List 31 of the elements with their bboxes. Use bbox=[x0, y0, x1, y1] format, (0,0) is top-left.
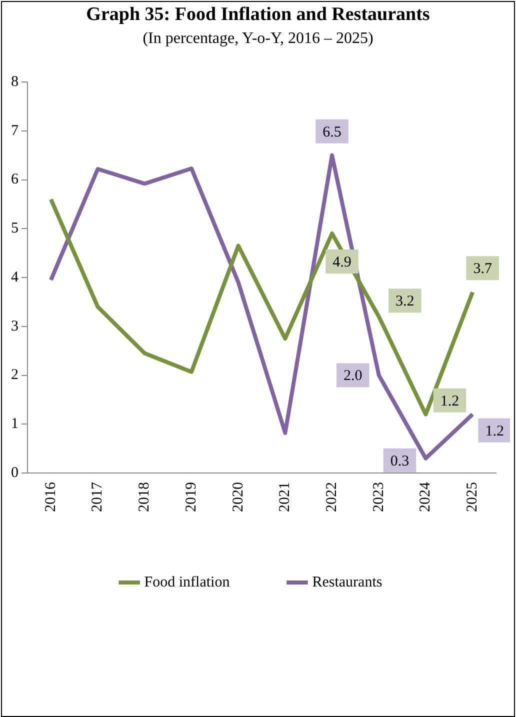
x-tick-label: 2024 bbox=[418, 482, 434, 512]
y-tick-label: 8 bbox=[11, 74, 18, 90]
y-tick-label: 1 bbox=[11, 416, 18, 432]
chart-title: Graph 35: Food Inflation and Restaurants bbox=[85, 4, 431, 26]
x-tick-label: 2023 bbox=[370, 482, 387, 512]
data-label: 1.2 bbox=[485, 423, 504, 440]
legend-label: Restaurants bbox=[312, 574, 382, 590]
y-tick-label: 7 bbox=[11, 122, 19, 139]
x-tick-label: 2016 bbox=[42, 482, 59, 512]
y-tick-label: 0 bbox=[11, 464, 18, 481]
y-tick-label: 4 bbox=[11, 269, 19, 286]
data-label: 0.3 bbox=[390, 453, 410, 470]
x-tick-label: 2018 bbox=[136, 482, 153, 512]
y-tick-label: 3 bbox=[11, 318, 18, 334]
data-label: 2.0 bbox=[344, 368, 362, 384]
y-tick-label: 6 bbox=[11, 172, 19, 188]
data-label: 3.2 bbox=[396, 294, 414, 310]
x-tick-label: 2025 bbox=[464, 482, 481, 512]
y-tick-label: 2 bbox=[11, 367, 18, 384]
chart-subtitle: (In percentage, Y-o-Y, 2016 – 2025) bbox=[142, 30, 374, 48]
data-label: 1.2 bbox=[440, 393, 460, 410]
data-label: 4.9 bbox=[332, 254, 352, 270]
y-tick-label: 5 bbox=[11, 220, 18, 237]
x-tick-label: 2021 bbox=[277, 482, 294, 512]
x-tick-label: 2020 bbox=[230, 482, 246, 512]
legend-label: Food inflation bbox=[144, 574, 230, 590]
data-label: 3.7 bbox=[473, 261, 492, 278]
x-tick-label: 2022 bbox=[324, 482, 340, 512]
x-tick-label: 2019 bbox=[183, 482, 200, 512]
x-tick-label: 2017 bbox=[90, 482, 106, 512]
data-label: 6.5 bbox=[322, 124, 342, 140]
